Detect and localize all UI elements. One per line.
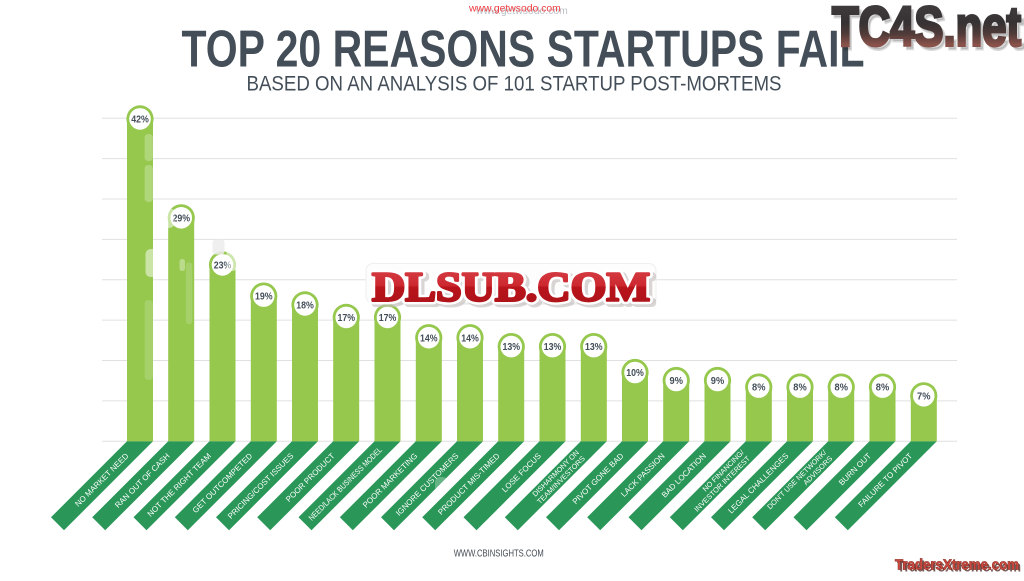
svg-text:8%: 8%	[835, 383, 848, 394]
svg-text:13%: 13%	[585, 342, 603, 353]
svg-text:18%: 18%	[296, 301, 314, 312]
svg-text:www.getwsodo.com: www.getwsodo.com	[468, 3, 561, 14]
svg-text:8%: 8%	[876, 383, 889, 394]
svg-text:14%: 14%	[420, 333, 438, 344]
svg-text:8%: 8%	[793, 383, 806, 394]
svg-text:29%: 29%	[172, 213, 190, 224]
svg-text:www.getwsodo.com: www.getwsodo.com	[475, 6, 568, 17]
svg-text:9%: 9%	[711, 376, 724, 387]
svg-text:TC4S.net: TC4S.net	[834, 0, 1024, 61]
svg-text:7%: 7%	[917, 391, 930, 402]
svg-text:9%: 9%	[670, 376, 683, 387]
svg-text:23%: 23%	[214, 261, 232, 272]
svg-text:TradersXtreme.com: TradersXtreme.com	[895, 556, 1019, 573]
svg-text:17%: 17%	[379, 313, 397, 324]
svg-text:WWW.CBINSIGHTS.COM: WWW.CBINSIGHTS.COM	[454, 548, 544, 559]
svg-text:42%: 42%	[131, 115, 149, 126]
svg-text:DLSUB.COM: DLSUB.COM	[372, 264, 650, 310]
svg-text:BASED ON AN ANALYSIS OF 101 ST: BASED ON AN ANALYSIS OF 101 STARTUP POST…	[247, 73, 782, 96]
svg-text:17%: 17%	[337, 313, 355, 324]
svg-text:13%: 13%	[544, 342, 562, 353]
svg-text:14%: 14%	[461, 333, 479, 344]
svg-text:TradersXtreme.com: TradersXtreme.com	[897, 558, 1021, 575]
svg-text:DLSUB.COM: DLSUB.COM	[375, 266, 653, 312]
svg-text:DLSUB.COM: DLSUB.COM	[372, 264, 650, 310]
svg-text:13%: 13%	[502, 342, 520, 353]
svg-text:8%: 8%	[752, 383, 765, 394]
svg-text:TOP 20 REASONS STARTUPS FAIL: TOP 20 REASONS STARTUPS FAIL	[182, 20, 865, 78]
svg-text:19%: 19%	[255, 292, 273, 303]
svg-text:10%: 10%	[626, 368, 644, 379]
svg-text:TC4S.net: TC4S.net	[832, 0, 1021, 58]
